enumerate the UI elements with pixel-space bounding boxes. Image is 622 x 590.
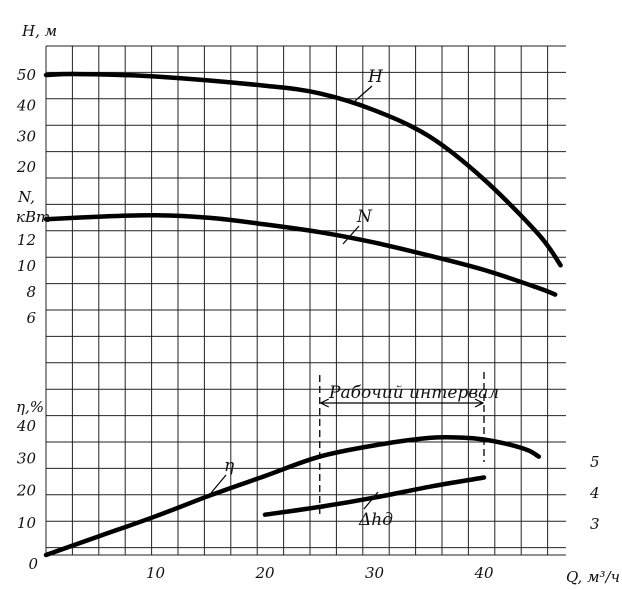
power-tick-label: 8 xyxy=(26,283,36,301)
interval-arrow-right xyxy=(474,398,485,408)
npsh-curve-label: Δhд xyxy=(358,510,393,530)
interval-arrow-left xyxy=(319,398,330,408)
power-curve-label-leader xyxy=(342,225,360,245)
head-axis-title: H, м xyxy=(21,22,57,40)
power-axis-title-line1: N, xyxy=(17,188,35,206)
power-tick-label: 12 xyxy=(17,231,36,249)
efficiency-tick-label: 10 xyxy=(17,514,37,532)
efficiency-tick-label: 30 xyxy=(17,449,37,467)
efficiency-tick-label: 0 xyxy=(28,555,38,573)
efficiency-tick-label: 40 xyxy=(16,417,37,435)
x-tick-label: 10 xyxy=(146,564,166,582)
efficiency-tick-label: 20 xyxy=(16,482,37,500)
x-tick-label: 30 xyxy=(365,564,385,582)
npsh-tick-label: 3 xyxy=(590,515,600,533)
npsh-curve-label-leader xyxy=(363,491,379,510)
x-axis-title: Q, м³/ч xyxy=(566,568,620,586)
npsh-tick-label: 4 xyxy=(589,484,600,502)
head-tick-label: 20 xyxy=(16,158,37,176)
working-interval-boundaries xyxy=(319,372,485,515)
x-tick-label: 20 xyxy=(254,564,275,582)
power-tick-label: 10 xyxy=(17,257,37,275)
efficiency-curve xyxy=(43,434,542,558)
npsh-tick-label: 5 xyxy=(590,453,600,471)
efficiency-axis-title: η,% xyxy=(16,398,44,416)
curves xyxy=(43,71,563,558)
working-interval-label: Рабочий интервал xyxy=(328,383,499,403)
power-axis-title-line2: кВт xyxy=(16,208,50,226)
labels: H Nη Δhд Рабочий интервал H, м N, кВт η,% Q, м³/… xyxy=(16,22,620,586)
head-tick-label: 40 xyxy=(16,97,37,115)
power-curve-label: N xyxy=(356,207,373,227)
x-tick-label: 40 xyxy=(473,564,494,582)
head-curve-label-leader xyxy=(354,85,373,102)
head-tick-label: 50 xyxy=(17,66,37,84)
npsh-curve xyxy=(262,475,487,517)
head-tick-label: 30 xyxy=(17,127,37,145)
power-curve xyxy=(43,213,558,297)
head-curve xyxy=(43,71,563,268)
efficiency-curve-label-leader xyxy=(210,474,227,494)
grid xyxy=(45,45,566,556)
power-tick-label: 6 xyxy=(26,309,36,327)
head-curve-label: H xyxy=(367,67,384,87)
efficiency-curve-label: η xyxy=(224,456,235,476)
